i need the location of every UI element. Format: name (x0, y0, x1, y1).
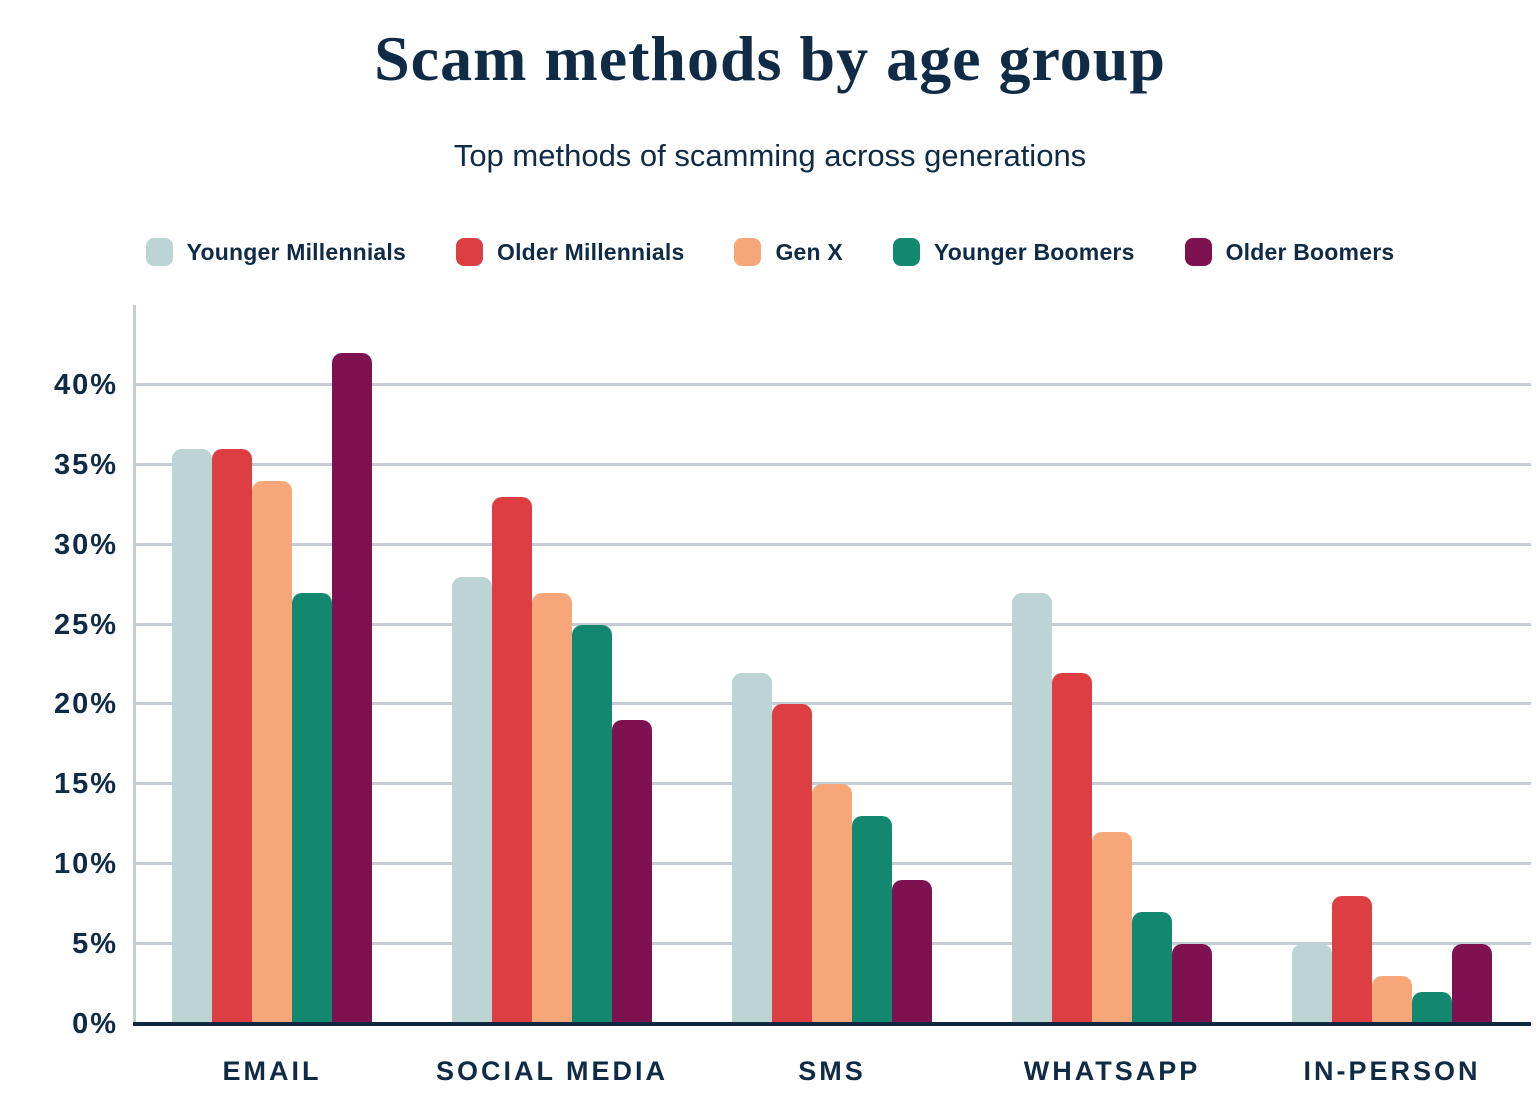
x-category-label-sms: SMS (798, 1056, 866, 1086)
bar-email-younger-boomers (292, 592, 332, 1024)
x-axis-baseline (133, 1022, 1531, 1026)
bar-sms-younger-boomers (852, 816, 892, 1024)
bar-sms-gen-x (812, 784, 852, 1024)
bar-in-person-older-millennials (1332, 896, 1372, 1024)
bar-email-older-millennials (212, 448, 252, 1024)
y-tick-label-0: 0% (72, 1008, 118, 1040)
bar-social-media-gen-x (532, 592, 572, 1024)
legend-swatch-younger-millennials (145, 238, 173, 266)
bar-whatsapp-older-boomers (1172, 944, 1212, 1024)
x-category-label-social-media: SOCIAL MEDIA (435, 1056, 668, 1086)
y-tick-label-15: 15% (53, 768, 118, 801)
legend-item-younger-millennials: Younger Millennials (145, 238, 406, 266)
chart-subtitle: Top methods of scamming across generatio… (453, 138, 1087, 173)
gridline-20 (135, 702, 1531, 706)
y-tick-label-5: 5% (72, 928, 118, 961)
x-category-label-in-person: IN-PERSON (1303, 1056, 1481, 1086)
legend-swatch-younger-boomers (892, 238, 920, 266)
y-tick-label-35: 35% (53, 448, 118, 481)
bar-whatsapp-younger-boomers (1132, 912, 1172, 1024)
chart-title: Scam methods by age group (374, 23, 1166, 94)
gridline-15 (135, 782, 1531, 786)
bar-whatsapp-older-millennials (1052, 672, 1092, 1024)
plot-area (133, 305, 1531, 1026)
gridline-35 (135, 462, 1531, 466)
bar-sms-older-millennials (772, 704, 812, 1024)
legend-item-gen-x: Gen X (734, 238, 843, 266)
bar-in-person-younger-boomers (1412, 992, 1452, 1024)
legend-swatch-older-millennials (456, 238, 483, 266)
bar-email-younger-millennials (172, 448, 212, 1024)
bar-in-person-older-boomers (1452, 944, 1492, 1024)
x-category-label-whatsapp: WHATSAPP (1023, 1056, 1201, 1086)
legend-swatch-older-boomers (1184, 238, 1212, 266)
bar-email-gen-x (252, 480, 292, 1024)
gridline-30 (135, 542, 1531, 546)
bar-social-media-younger-boomers (572, 624, 612, 1024)
legend-item-older-boomers: Older Boomers (1184, 238, 1395, 266)
legend-item-younger-boomers: Younger Boomers (892, 238, 1135, 266)
legend-label: Older Boomers (1225, 238, 1395, 265)
legend-label: Gen X (775, 238, 843, 265)
bar-in-person-gen-x (1372, 976, 1412, 1024)
legend-swatch-gen-x (734, 238, 762, 266)
bar-sms-younger-millennials (732, 672, 772, 1024)
y-tick-label-10: 10% (53, 848, 118, 881)
bar-social-media-younger-millennials (452, 576, 492, 1024)
bar-whatsapp-younger-millennials (1012, 592, 1052, 1024)
legend-label: Older Millennials (497, 238, 685, 265)
y-tick-label-30: 30% (53, 528, 118, 561)
bar-sms-older-boomers (892, 880, 932, 1024)
gridline-40 (135, 382, 1531, 386)
y-tick-label-40: 40% (53, 368, 118, 401)
y-tick-label-20: 20% (53, 688, 118, 721)
bar-social-media-older-millennials (492, 496, 532, 1024)
legend-label: Younger Millennials (186, 238, 406, 265)
y-axis-line (133, 305, 136, 1024)
bar-email-older-boomers (332, 352, 372, 1024)
x-category-label-email: EMAIL (222, 1056, 322, 1086)
bar-whatsapp-gen-x (1092, 832, 1132, 1024)
gridline-25 (135, 622, 1531, 626)
legend: Younger Millennials Older Millennials Gen … (0, 238, 1540, 266)
bar-social-media-older-boomers (612, 720, 652, 1024)
legend-label: Younger Boomers (933, 238, 1135, 265)
legend-item-older-millennials: Older Millennials (456, 238, 684, 266)
y-tick-label-25: 25% (53, 608, 118, 641)
bar-in-person-younger-millennials (1292, 944, 1332, 1024)
